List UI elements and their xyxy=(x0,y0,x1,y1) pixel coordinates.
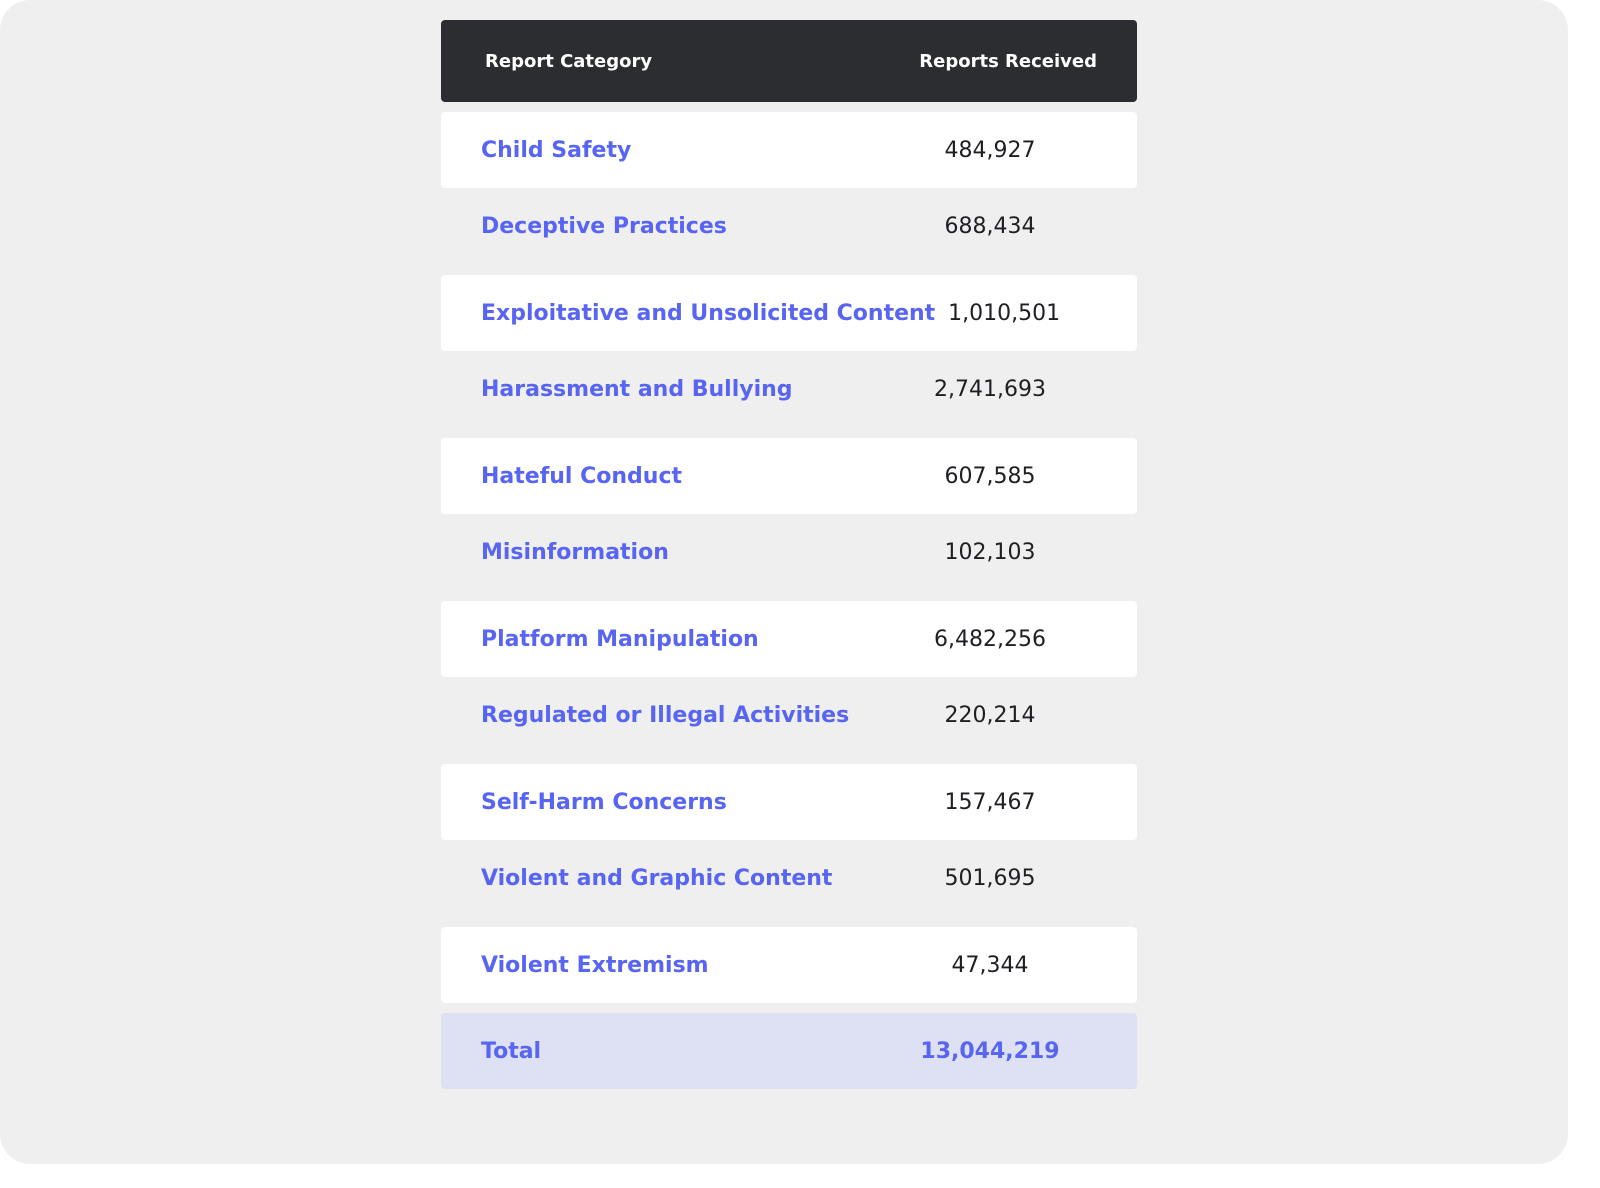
table-row: Hateful Conduct 607,585 xyxy=(441,438,1137,514)
table-row: Child Safety 484,927 xyxy=(441,112,1137,188)
table-row: Misinformation 102,103 xyxy=(441,514,1137,591)
row-reports: 688,434 xyxy=(944,214,1036,239)
row-category: Misinformation xyxy=(481,540,669,565)
table-row: Exploitative and Unsolicited Content 1,0… xyxy=(441,275,1137,351)
row-reports: 157,467 xyxy=(944,789,1036,815)
row-category: Deceptive Practices xyxy=(481,214,727,239)
row-reports: 1,010,501 xyxy=(948,300,1061,326)
row-category: Violent and Graphic Content xyxy=(481,866,833,891)
row-category: Harassment and Bullying xyxy=(481,377,793,402)
row-reports: 47,344 xyxy=(951,952,1029,978)
table-row: Platform Manipulation 6,482,256 xyxy=(441,601,1137,677)
row-category: Exploitative and Unsolicited Content xyxy=(481,300,936,326)
row-reports: 6,482,256 xyxy=(934,626,1046,652)
row-category: Regulated or Illegal Activities xyxy=(481,703,850,728)
row-reports: 607,585 xyxy=(944,463,1036,489)
page-background: Report Category Reports Received Child S… xyxy=(0,0,1568,1164)
table-row: Harassment and Bullying 2,741,693 xyxy=(441,351,1137,428)
table-header: Report Category Reports Received xyxy=(441,20,1137,102)
total-reports: 13,044,219 xyxy=(920,1038,1060,1064)
total-row: Total 13,044,219 xyxy=(441,1013,1137,1089)
row-category: Self-Harm Concerns xyxy=(481,789,727,815)
total-label: Total xyxy=(481,1038,542,1064)
row-reports: 484,927 xyxy=(944,137,1036,163)
table-row: Violent and Graphic Content 501,695 xyxy=(441,840,1137,917)
row-reports: 2,741,693 xyxy=(934,377,1046,402)
row-reports: 102,103 xyxy=(944,540,1036,565)
row-reports: 501,695 xyxy=(944,866,1036,891)
row-category: Child Safety xyxy=(481,137,632,163)
table-row: Deceptive Practices 688,434 xyxy=(441,188,1137,265)
row-category: Platform Manipulation xyxy=(481,626,759,652)
row-category: Hateful Conduct xyxy=(481,463,683,489)
row-reports: 220,214 xyxy=(944,703,1036,728)
row-category: Violent Extremism xyxy=(481,952,709,978)
header-reports-received: Reports Received xyxy=(919,50,1097,72)
header-category: Report Category xyxy=(485,50,653,72)
table-row: Violent Extremism 47,344 xyxy=(441,927,1137,1003)
reports-table: Report Category Reports Received Child S… xyxy=(441,20,1137,1089)
table-row: Regulated or Illegal Activities 220,214 xyxy=(441,677,1137,754)
table-row: Self-Harm Concerns 157,467 xyxy=(441,764,1137,840)
